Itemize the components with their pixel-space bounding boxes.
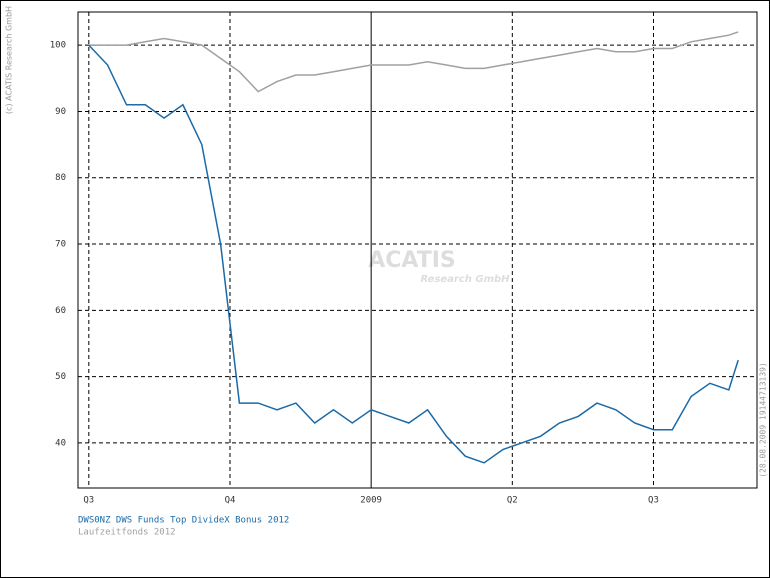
y-tick-label: 50 (55, 372, 66, 382)
y-tick-label: 100 (50, 41, 66, 51)
x-tick-label: 2009 (360, 496, 382, 506)
copyright: (c) ACATIS Research GmbH (5, 6, 14, 114)
timestamp: (28.08.2009 19144713139) (759, 362, 768, 478)
y-tick-label: 90 (55, 107, 66, 117)
legend-entry: Laufzeitfonds 2012 (78, 528, 176, 538)
x-tick-label: Q2 (507, 496, 518, 506)
plot-frame (77, 11, 758, 489)
y-tick-label: 40 (55, 438, 66, 448)
watermark-title: ACATIS (368, 248, 456, 273)
y-tick-label: 60 (55, 306, 66, 316)
series-line (88, 31, 739, 93)
x-tick-label: Q3 (83, 496, 94, 506)
x-tick-label: Q4 (225, 496, 236, 506)
x-tick-label: Q3 (648, 496, 659, 506)
y-tick-label: 80 (55, 173, 66, 183)
series-line (88, 44, 739, 464)
y-tick-label: 70 (55, 240, 66, 250)
watermark-subtitle: Research GmbH (420, 274, 510, 285)
legend-entry: DWS0NZ DWS Funds Top DivideX Bonus 2012 (78, 516, 289, 526)
